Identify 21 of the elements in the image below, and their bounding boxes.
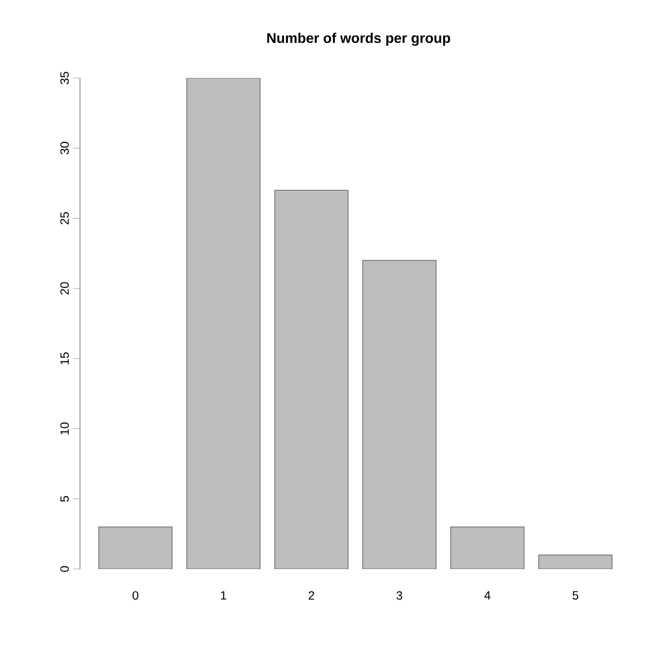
bar bbox=[98, 526, 172, 569]
y-tick-label: 20 bbox=[60, 282, 69, 294]
bar bbox=[538, 554, 612, 569]
x-tick-label: 0 bbox=[132, 591, 138, 600]
y-tick-label: 30 bbox=[60, 142, 69, 154]
x-tick-label: 5 bbox=[572, 591, 578, 600]
y-tick-label: 25 bbox=[60, 212, 69, 224]
bar bbox=[274, 190, 348, 569]
bar bbox=[186, 78, 260, 569]
bar bbox=[362, 260, 436, 569]
y-tick-label: 5 bbox=[60, 496, 69, 502]
x-tick-label: 3 bbox=[396, 591, 402, 600]
x-tick-label: 4 bbox=[484, 591, 490, 600]
y-tick-label: 35 bbox=[60, 72, 69, 84]
y-tick-label: 0 bbox=[60, 566, 69, 572]
bar bbox=[450, 526, 524, 569]
x-tick-label: 1 bbox=[221, 591, 226, 600]
y-tick-label: 10 bbox=[60, 422, 69, 434]
chart-title: Number of words per group bbox=[267, 32, 450, 46]
y-tick-label: 15 bbox=[60, 352, 69, 364]
x-tick-label: 2 bbox=[308, 591, 314, 600]
